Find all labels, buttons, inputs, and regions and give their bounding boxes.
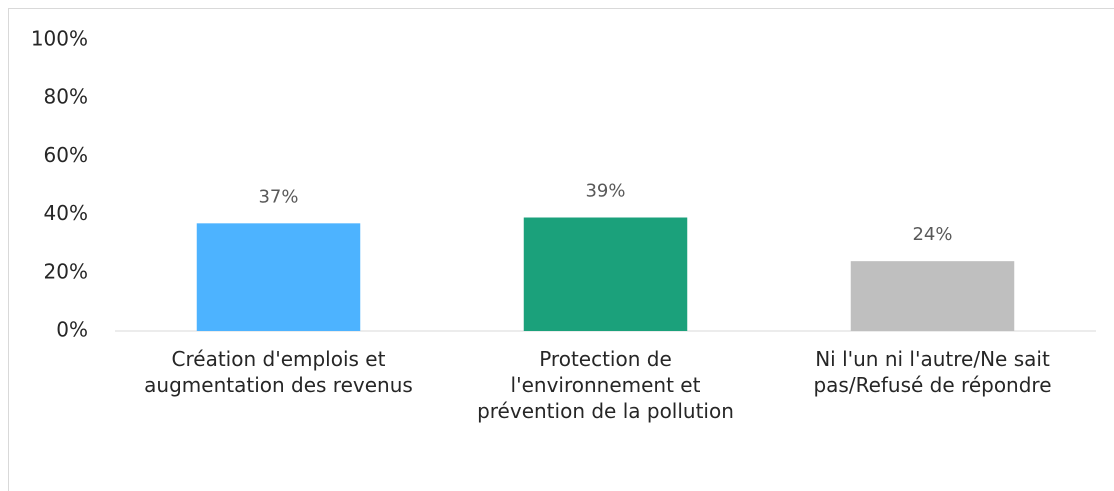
value-label: 39% — [585, 181, 625, 202]
x-tick-label: Protection de l'environnement et prévent… — [477, 347, 734, 423]
y-tick-label: 0% — [56, 318, 88, 342]
value-label: 37% — [258, 186, 298, 207]
y-tick-label: 20% — [44, 259, 88, 283]
bar — [196, 223, 361, 331]
x-tick-label: Création d'emplois et augmentation des r… — [144, 347, 413, 397]
chart-frame — [8, 8, 1114, 491]
y-tick-label: 40% — [44, 201, 88, 225]
y-tick-label: 100% — [31, 27, 88, 51]
bar — [523, 217, 688, 331]
bar — [850, 261, 1015, 331]
value-label: 24% — [912, 224, 952, 245]
y-tick-label: 80% — [44, 85, 88, 109]
y-tick-label: 60% — [44, 143, 88, 167]
x-tick-label: Ni l'un ni l'autre/Ne sait pas/Refusé de… — [813, 347, 1052, 397]
